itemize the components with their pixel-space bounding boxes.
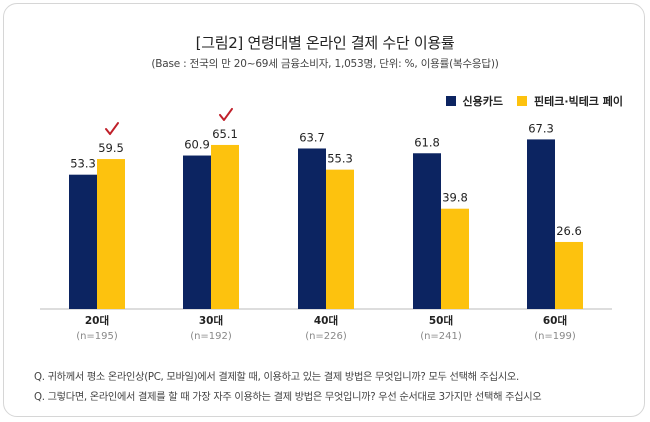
data-label-credit-3: 61.8 bbox=[414, 135, 440, 149]
data-label-credit-4: 67.3 bbox=[528, 121, 554, 135]
note-question-1: Q. 귀하께서 평소 온라인상(PC, 모바일)에서 결제할 때, 이용하고 있… bbox=[34, 372, 519, 383]
legend-item-fintech: 핀테크·빅테크 페이 bbox=[517, 93, 623, 109]
chart-legend: 신용카드 핀테크·빅테크 페이 bbox=[432, 93, 623, 109]
bar-credit-3 bbox=[413, 153, 441, 309]
data-label-fintech-2: 55.3 bbox=[327, 152, 353, 166]
category-sublabel-2: (n=226) bbox=[305, 331, 347, 342]
legend-label-credit: 신용카드 bbox=[462, 95, 504, 108]
bar-fintech-4 bbox=[555, 241, 583, 309]
legend-label-fintech: 핀테크·빅테크 페이 bbox=[534, 95, 623, 108]
data-label-fintech-4: 26.6 bbox=[556, 224, 582, 238]
category-sublabel-4: (n=199) bbox=[534, 331, 576, 342]
legend-swatch-fintech bbox=[517, 96, 528, 106]
data-label-credit-0: 53.3 bbox=[70, 157, 96, 171]
checkmark-icon-1 bbox=[219, 107, 233, 121]
category-label-3: 50대 bbox=[429, 314, 453, 327]
note-question-2: Q. 그렇다면, 온라인에서 결제를 할 때 가장 자주 이용하는 결제 방법은… bbox=[34, 392, 542, 403]
bar-credit-4 bbox=[527, 139, 555, 309]
data-label-credit-2: 63.7 bbox=[299, 130, 325, 144]
bar-credit-0 bbox=[69, 174, 97, 309]
category-sublabel-1: (n=192) bbox=[190, 331, 232, 342]
bar-fintech-0 bbox=[97, 159, 125, 309]
category-label-4: 60대 bbox=[543, 314, 567, 327]
data-label-credit-1: 60.9 bbox=[184, 138, 210, 152]
bar-fintech-3 bbox=[441, 208, 469, 309]
survey-notes: Q. 귀하께서 평소 온라인상(PC, 모바일)에서 결제할 때, 이용하고 있… bbox=[34, 368, 542, 408]
data-label-fintech-3: 39.8 bbox=[442, 191, 468, 205]
data-label-fintech-1: 65.1 bbox=[212, 127, 238, 141]
bar-fintech-2 bbox=[326, 169, 354, 309]
data-label-fintech-0: 59.5 bbox=[98, 141, 124, 155]
legend-item-credit: 신용카드 bbox=[445, 93, 504, 109]
category-label-0: 20대 bbox=[85, 314, 109, 327]
bar-fintech-1 bbox=[211, 144, 239, 309]
bar-credit-1 bbox=[183, 155, 211, 309]
legend-swatch-credit bbox=[445, 96, 456, 106]
chart-title: [그림2] 연령대별 온라인 결제 수단 이용률 bbox=[195, 34, 455, 52]
chart-subtitle: (Base : 전국의 만 20~69세 금융소비자, 1,053명, 단위: … bbox=[151, 58, 499, 70]
category-sublabel-0: (n=195) bbox=[76, 331, 118, 342]
category-label-1: 30대 bbox=[199, 314, 223, 327]
checkmark-icon-0 bbox=[105, 122, 119, 136]
category-sublabel-3: (n=241) bbox=[420, 331, 462, 342]
category-label-2: 40대 bbox=[314, 314, 338, 327]
bar-credit-2 bbox=[298, 148, 326, 309]
